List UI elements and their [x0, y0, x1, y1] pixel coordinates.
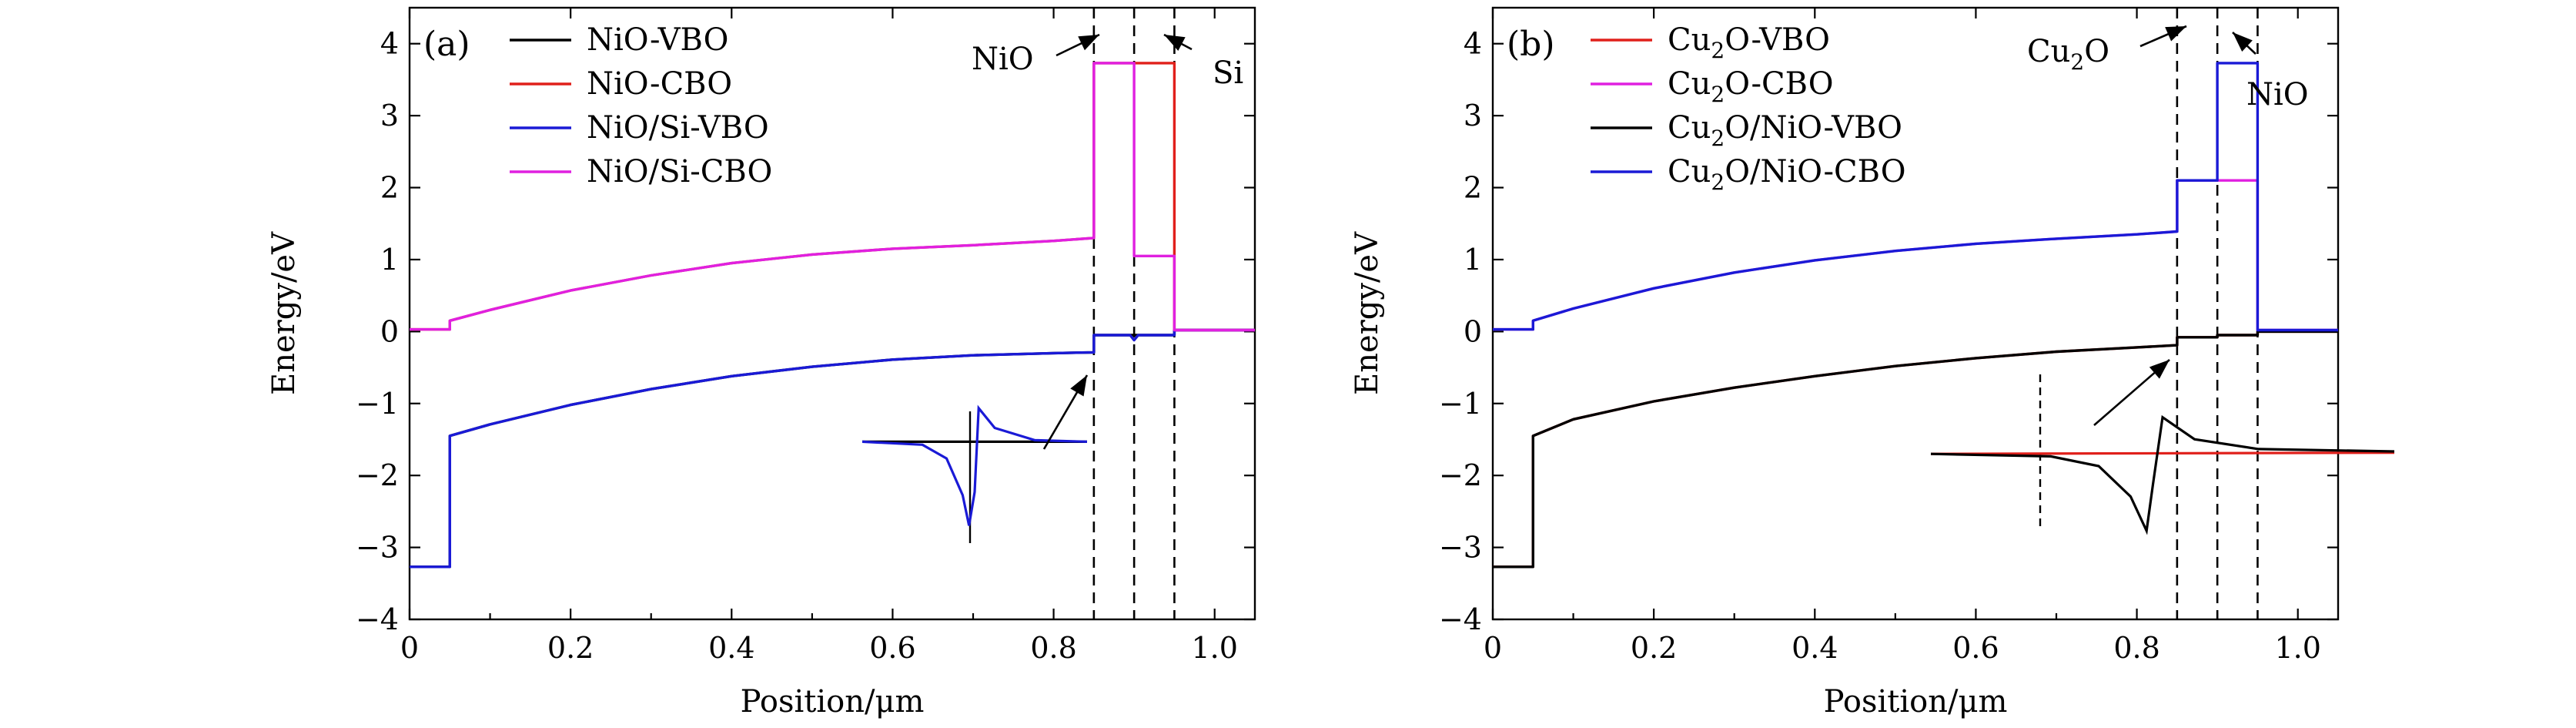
series-line-cu2o-nio-vbo: [1493, 330, 2338, 569]
inset-line-cu2o-nio-vbo: [1930, 414, 2395, 535]
annotation-arrowhead-nio: [1078, 35, 1099, 51]
annotation-arrowhead-cu2o: [2165, 26, 2186, 42]
legend-label-nio-vbo: NiO-VBO: [587, 22, 728, 58]
annotation-nio: NiO: [2246, 77, 2309, 112]
y-tick-label: −3: [356, 531, 399, 565]
x-tick-label: 0.8: [1030, 631, 1076, 665]
y-tick-label: −3: [1439, 531, 1482, 565]
y-tick-label: −4: [1439, 602, 1482, 636]
legend-label-nio-si-vbo: NiO/Si-VBO: [587, 110, 769, 146]
x-axis-label: Position/μm: [1824, 684, 2008, 720]
annotation-arrowhead-nio: [2233, 32, 2253, 52]
panel-label: (a): [423, 25, 470, 64]
annotation-arrowhead-si: [1164, 35, 1186, 51]
y-tick-label: 3: [380, 99, 399, 133]
x-tick-label: 0.4: [708, 631, 754, 665]
chart-panel-a: 0 0.2 0.4 0.6 0.8 1.0 −4 −3 −2 −1 0 1 2 3 4 Position/μm…: [266, 6, 1256, 720]
plot-frame: [1491, 6, 2340, 621]
legend-label-cu2o-cbo: Cu2O-CBO: [1668, 66, 1834, 107]
x-tick-label: 1.0: [1191, 631, 1237, 665]
legend-label-cu2o-nio-vbo: Cu2O/NiO-VBO: [1668, 110, 1902, 151]
y-tick-label: 0: [1464, 314, 1482, 348]
y-axis-label: Energy/eV: [266, 231, 302, 395]
x-axis-label: Position/μm: [741, 684, 925, 720]
inset-line-nio-si-cbo: [861, 404, 1088, 526]
x-tick-label: 0.4: [1791, 631, 1838, 665]
y-tick-label: 2: [1464, 171, 1482, 205]
series-line-nio-si-vbo: [410, 328, 1255, 569]
legend-label-nio-si-cbo: NiO/Si-CBO: [587, 154, 772, 190]
y-tick-label: −1: [356, 387, 399, 421]
y-tick-label: −2: [356, 458, 399, 492]
x-tick-label: 0.6: [869, 631, 915, 665]
x-tick-label: 0.2: [547, 631, 594, 665]
annotation-si: Si: [1213, 55, 1243, 91]
legend-label-nio-cbo: NiO-CBO: [587, 66, 732, 102]
y-tick-label: 4: [380, 27, 399, 61]
y-tick-label: 0: [380, 314, 399, 348]
series-line-cu2o-vbo: [1493, 330, 2338, 569]
series-line-nio-cbo: [410, 62, 1255, 332]
annotation-cu2o: Cu2O: [2027, 34, 2109, 75]
x-tick-label: 0.8: [2113, 631, 2159, 665]
series-line-cu2o-cbo: [1493, 179, 2338, 332]
y-tick-label: 2: [380, 171, 399, 205]
y-tick-label: −2: [1439, 458, 1482, 492]
series-line-nio-si-cbo: [410, 62, 1255, 332]
y-tick-label: −1: [1439, 387, 1482, 421]
y-axis-label: Energy/eV: [1350, 231, 1385, 395]
x-tick-label: 1.0: [2274, 631, 2320, 665]
series-line-cu2o-nio-cbo: [1493, 62, 2338, 332]
y-tick-label: 1: [1464, 243, 1482, 277]
x-tick-label: 0: [1484, 631, 1502, 665]
x-tick-label: 0.6: [1952, 631, 1999, 665]
plot-frame: [408, 6, 1256, 621]
inset-line-cu2o-vbo: [1930, 451, 2395, 455]
legend-label-cu2o-vbo: Cu2O-VBO: [1668, 22, 1830, 63]
inset-callout-arrowhead: [2149, 360, 2170, 379]
legend-label-cu2o-nio-cbo: Cu2O/NiO-CBO: [1668, 154, 1906, 195]
y-tick-label: 1: [380, 243, 399, 277]
x-tick-label: 0.2: [1631, 631, 1677, 665]
chart-panel-b: 0 0.2 0.4 0.6 0.8 1.0 −4 −3 −2 −1 0 1 2 3 4 Position/μm…: [1350, 6, 2395, 720]
panel-label: (b): [1507, 25, 1555, 64]
y-tick-label: 4: [1464, 27, 1482, 61]
y-tick-label: 3: [1464, 99, 1482, 133]
y-tick-label: −4: [356, 602, 399, 636]
annotation-nio: NiO: [972, 42, 1034, 77]
x-tick-label: 0: [400, 631, 419, 665]
inset-callout-arrowhead: [1070, 375, 1087, 397]
